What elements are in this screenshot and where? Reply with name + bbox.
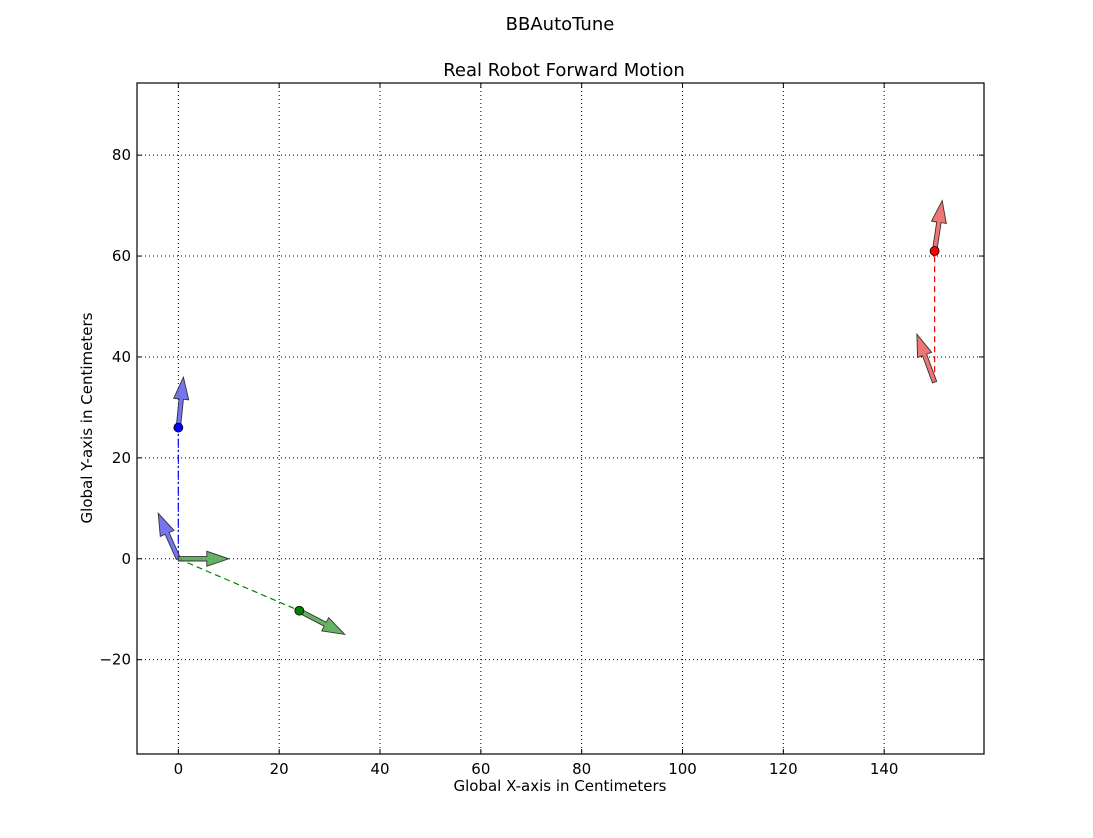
x-tick-label: 60 [471, 760, 490, 778]
plot-frame [136, 82, 985, 755]
x-tick-label: 20 [270, 760, 289, 778]
plot-area [136, 82, 985, 755]
y-tick-label: −20 [99, 651, 131, 669]
x-tick-label: 0 [174, 760, 184, 778]
heading-arrow [173, 375, 190, 429]
x-axis: 0 20 40 60 80 100 120 140 [174, 83, 899, 778]
x-axis-label: Global X-axis in Centimeters [453, 777, 666, 795]
series-group [177, 550, 346, 636]
y-tick-label: 20 [112, 449, 131, 467]
heading-arrow [930, 199, 947, 252]
heading-arrow [297, 608, 346, 636]
series-path [178, 558, 300, 612]
chart-title: Real Robot Forward Motion [443, 60, 685, 81]
y-axis-label: Global Y-axis in Centimeters [78, 312, 96, 523]
series-point [294, 605, 305, 616]
plot-background [137, 83, 984, 754]
y-axis: −20 0 20 40 60 80 [99, 146, 984, 669]
series-layer [157, 199, 947, 636]
x-tick-label: 140 [870, 760, 899, 778]
y-tick-label: 60 [112, 247, 131, 265]
series-point [173, 422, 184, 433]
y-tick-label: 80 [112, 146, 131, 164]
x-tick-label: 100 [668, 760, 697, 778]
y-tick-label: 0 [121, 550, 131, 568]
heading-arrow [157, 512, 181, 561]
figure-suptitle: BBAutoTune [506, 14, 615, 35]
x-tick-label: 40 [370, 760, 389, 778]
heading-arrow [916, 332, 938, 384]
series-group [157, 375, 190, 561]
heading-arrow [177, 550, 231, 567]
y-tick-label: 40 [112, 348, 131, 366]
series-group [916, 199, 947, 384]
x-tick-label: 120 [769, 760, 798, 778]
x-tick-label: 80 [572, 760, 591, 778]
series-point [929, 246, 940, 256]
